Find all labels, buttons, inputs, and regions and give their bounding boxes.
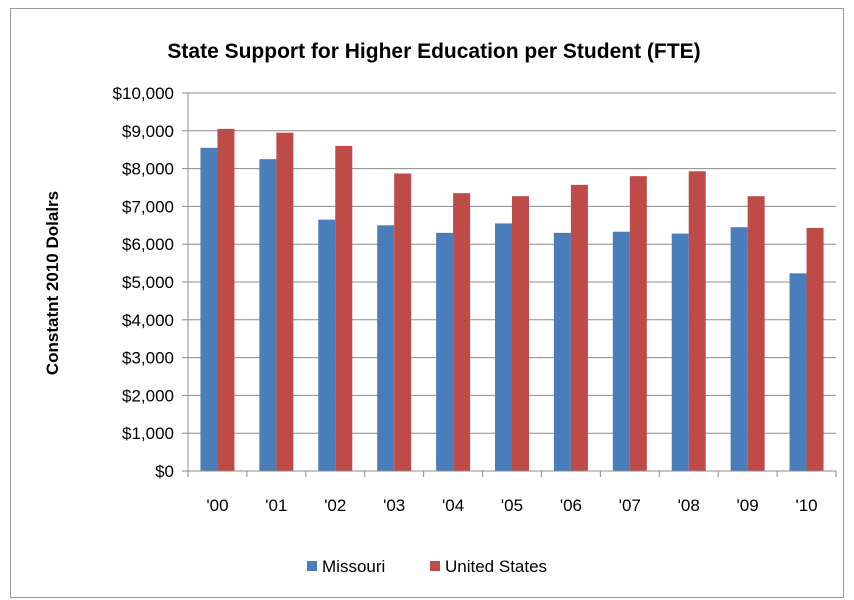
x-axis-ticks: '00 '01 '02 '03 '04 '05 '06 '07 '08 '09 '10 — [187, 471, 837, 515]
y-tick-label: $5,000 — [122, 273, 174, 292]
bar-united-states — [629, 176, 647, 471]
bar-missouri — [671, 233, 689, 471]
y-tick-label: $9,000 — [122, 122, 174, 141]
bar-united-states — [453, 193, 471, 472]
legend-label-missouri: Missouri — [322, 557, 385, 576]
x-tick-label: '00 — [206, 496, 228, 515]
bars — [200, 128, 824, 472]
legend: Missouri United States — [307, 557, 547, 576]
chart-title: State Support for Higher Education per S… — [167, 40, 700, 63]
bar-missouri — [436, 232, 454, 471]
bar-missouri — [495, 223, 512, 471]
bar-united-states — [512, 196, 529, 471]
y-axis-label: Constatnt 2010 Dolalrs — [43, 191, 62, 375]
gridlines — [188, 92, 836, 434]
legend-swatch-missouri — [307, 561, 317, 571]
y-axis-ticks: $0 $1,000 $2,000 $3,000 $4,000 $5,000 $6,000 $7… — [113, 84, 188, 481]
bar-united-states — [394, 173, 412, 471]
bar-missouri — [612, 231, 630, 471]
y-tick-label: $6,000 — [122, 235, 174, 254]
x-tick-label: '04 — [442, 496, 464, 515]
x-tick-label: '01 — [265, 496, 287, 515]
bar-missouri — [377, 225, 395, 471]
y-tick-label: $8,000 — [122, 160, 174, 179]
bar-missouri — [553, 232, 571, 471]
y-tick-label: $1,000 — [122, 424, 174, 443]
bar-united-states — [747, 196, 765, 471]
legend-label-united-states: United States — [445, 557, 547, 576]
bar-missouri — [789, 273, 807, 471]
x-tick-label: '08 — [678, 496, 700, 515]
bar-united-states — [276, 132, 294, 471]
bar-missouri — [730, 227, 748, 471]
axes — [187, 93, 836, 472]
legend-swatch-united-states — [430, 561, 440, 571]
bar-missouri — [200, 147, 218, 471]
x-tick-label: '05 — [501, 496, 523, 515]
y-tick-label: $10,000 — [113, 84, 174, 103]
bar-united-states — [217, 128, 235, 471]
bar-united-states — [806, 227, 824, 471]
x-tick-label: '07 — [619, 496, 641, 515]
y-tick-label: $2,000 — [122, 386, 174, 405]
bar-united-states — [335, 145, 353, 472]
x-tick-label: '02 — [324, 496, 346, 515]
x-tick-label: '06 — [560, 496, 582, 515]
bar-united-states — [688, 171, 706, 471]
bar-missouri — [318, 219, 336, 471]
bar-united-states — [570, 184, 588, 471]
x-tick-label: '03 — [383, 496, 405, 515]
x-tick-label: '10 — [795, 496, 817, 515]
y-tick-label: $7,000 — [122, 197, 174, 216]
bar-missouri — [259, 159, 277, 471]
y-tick-label: $0 — [155, 462, 174, 481]
y-tick-label: $4,000 — [122, 311, 174, 330]
x-tick-label: '09 — [737, 496, 759, 515]
y-tick-label: $3,000 — [122, 349, 174, 368]
